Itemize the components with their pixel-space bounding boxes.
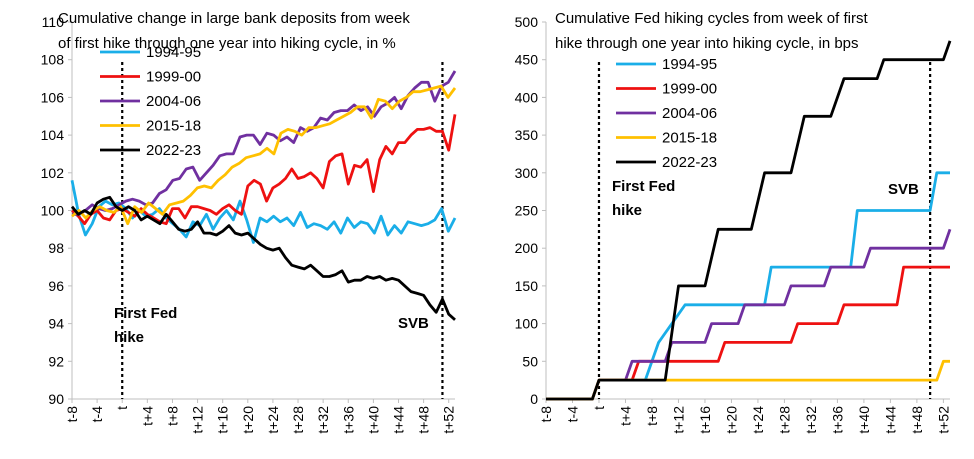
x-tick-label: t+44 xyxy=(390,406,406,434)
x-tick-label: t+20 xyxy=(723,406,739,434)
legend-label: 2022-23 xyxy=(146,142,201,159)
series-line-2004-06 xyxy=(72,70,457,216)
series-line-2022-23 xyxy=(70,195,456,321)
x-tick-label: t+40 xyxy=(365,406,381,434)
y-tick-label: 110 xyxy=(42,14,65,30)
x-tick-label: t+40 xyxy=(856,406,872,434)
x-tick-label: t+28 xyxy=(776,406,792,434)
chart-title: hike through one year into hiking cycle,… xyxy=(555,35,859,52)
legend-label: 2015-18 xyxy=(146,118,201,135)
x-tick-label: t+12 xyxy=(670,406,686,434)
x-tick-label: t+4 xyxy=(139,406,155,426)
x-tick-label: t+8 xyxy=(164,406,180,426)
y-tick-label: 450 xyxy=(515,52,539,68)
x-tick-label: t+20 xyxy=(240,406,256,434)
chart-title: Cumulative change in large bank deposits… xyxy=(58,10,410,27)
x-tick-label: t+32 xyxy=(803,406,819,434)
legend-label: 2004-06 xyxy=(662,105,717,122)
x-tick-label: t+52 xyxy=(441,406,457,434)
annotation-text: SVB xyxy=(398,315,429,332)
y-tick-label: 150 xyxy=(515,278,539,294)
annotation-text: First Fed xyxy=(114,305,177,322)
legend-label: 1999-00 xyxy=(662,81,717,98)
series-line-1994-95 xyxy=(546,171,950,401)
x-tick-label: t+12 xyxy=(190,406,206,434)
chart-panel-2: 0 50 100 150 200 250 300 350 400 450 500 t-8 t-4 t t+4… xyxy=(515,10,952,434)
y-tick-label: 400 xyxy=(515,89,539,105)
x-tick-label: t+16 xyxy=(697,406,713,434)
y-tick-label: 300 xyxy=(515,165,539,181)
y-tick-label: 350 xyxy=(515,127,539,143)
x-tick-label: t-8 xyxy=(538,406,554,423)
series-line-1999-00 xyxy=(71,114,457,226)
y-tick-label: 100 xyxy=(41,203,65,219)
legend-label: 1994-95 xyxy=(662,56,717,73)
y-tick-label: 90 xyxy=(48,391,64,407)
legend-label: 1994-95 xyxy=(146,44,201,61)
y-tick-label: 94 xyxy=(48,316,64,332)
x-tick-label: t-4 xyxy=(89,406,105,423)
chart-title: Cumulative Fed hiking cycles from week o… xyxy=(555,10,868,27)
x-tick-label: t-8 xyxy=(64,406,80,423)
y-tick-label: 50 xyxy=(522,353,538,369)
y-tick-label: 102 xyxy=(41,165,65,181)
x-tick-label: t+52 xyxy=(935,406,951,434)
legend-label: 1999-00 xyxy=(146,69,201,86)
x-tick-label: t+24 xyxy=(750,406,766,434)
x-tick-label: t+44 xyxy=(882,406,898,434)
annotation-text: SVB xyxy=(888,181,919,198)
x-tick-label: t xyxy=(114,406,130,410)
legend-label: 2004-06 xyxy=(146,93,201,110)
x-tick-label: t+16 xyxy=(215,406,231,434)
annotation-text: hike xyxy=(612,202,642,219)
x-tick-label: t xyxy=(591,406,607,410)
x-tick-label: t+36 xyxy=(829,406,845,434)
y-tick-label: 200 xyxy=(515,240,539,256)
x-tick-label: t+4 xyxy=(617,406,633,426)
y-tick-label: 96 xyxy=(48,278,64,294)
y-tick-label: 250 xyxy=(515,203,539,219)
legend-label: 2015-18 xyxy=(662,130,717,147)
x-tick-label: t+48 xyxy=(909,406,925,434)
y-tick-label: 98 xyxy=(48,240,64,256)
y-tick-label: 100 xyxy=(515,316,539,332)
y-tick-label: 104 xyxy=(41,127,65,143)
series-line-2004-06 xyxy=(546,228,952,401)
y-tick-label: 108 xyxy=(41,52,65,68)
y-tick-label: 106 xyxy=(41,89,65,105)
annotation-text: hike xyxy=(114,329,144,346)
x-tick-label: t+48 xyxy=(416,406,432,434)
y-tick-label: 0 xyxy=(530,391,538,407)
y-tick-label: 500 xyxy=(515,14,539,30)
annotation-text: First Fed xyxy=(612,178,675,195)
y-tick-label: 92 xyxy=(48,353,64,369)
legend-label: 2022-23 xyxy=(662,154,717,171)
x-tick-label: t+36 xyxy=(340,406,356,434)
x-tick-label: t+24 xyxy=(265,406,281,434)
chart-title: of first hike through one year into hiki… xyxy=(58,35,396,52)
chart-panel-1: 90 92 94 96 98 100 102 104 106 108 110 t-8 t-4 t t+4 t+… xyxy=(41,10,457,434)
series-line-2022-23 xyxy=(546,40,952,401)
x-tick-label: t+8 xyxy=(644,406,660,426)
x-tick-label: t+28 xyxy=(290,406,306,434)
x-tick-label: t+32 xyxy=(315,406,331,434)
x-tick-label: t-4 xyxy=(564,406,580,423)
series-line-2015-18 xyxy=(71,84,457,226)
